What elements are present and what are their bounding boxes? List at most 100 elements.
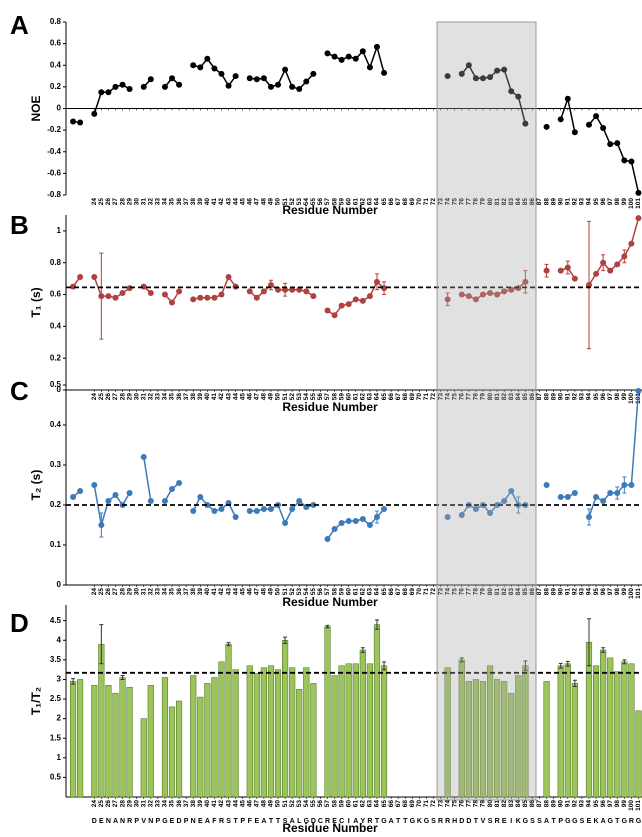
sequence-letter: P <box>134 818 139 825</box>
x-tick-label: 101 <box>635 588 642 599</box>
x-tick-label: 54 <box>303 800 310 808</box>
bar <box>366 663 373 798</box>
sequence-letter: E <box>170 818 175 825</box>
x-tick-label: 74 <box>444 393 451 401</box>
y-tick-label: 3.5 <box>50 655 62 664</box>
x-tick-label: 62 <box>360 393 367 401</box>
x-tick-label: 28 <box>119 198 126 206</box>
x-tick-label: 38 <box>190 588 197 596</box>
y-tick-label: 0 <box>57 104 62 113</box>
x-tick-label: 60 <box>345 800 352 808</box>
x-tick-label: 35 <box>169 800 176 808</box>
x-tick-label: 83 <box>508 198 515 206</box>
y-tick-label: 0.1 <box>50 540 62 549</box>
x-tick-label: 33 <box>155 393 162 401</box>
data-point <box>543 267 550 274</box>
x-tick-label: 90 <box>557 588 564 596</box>
x-tick-label: 34 <box>162 800 169 808</box>
x-tick-label: 63 <box>367 198 374 206</box>
data-point <box>635 388 642 394</box>
data-point <box>161 498 168 504</box>
sequence-letter: T <box>552 818 557 825</box>
x-axis-label: Residue Number <box>282 203 378 217</box>
x-tick-label: 66 <box>388 393 395 401</box>
bar <box>260 667 267 798</box>
data-point <box>204 294 211 301</box>
data-point <box>585 121 592 128</box>
data-point <box>275 81 282 88</box>
data-point <box>557 116 564 123</box>
x-tick-label: 85 <box>522 588 529 596</box>
x-tick-label: 33 <box>155 800 162 808</box>
data-point <box>169 75 176 82</box>
y-tick-label: 0.3 <box>50 460 62 469</box>
data-point <box>564 264 571 271</box>
data-point <box>289 83 296 90</box>
x-tick-label: 94 <box>586 393 593 401</box>
x-tick-label: 40 <box>204 588 211 596</box>
x-tick-label: 24 <box>91 393 98 401</box>
error-bar <box>283 636 288 644</box>
data-point <box>232 73 239 80</box>
bar <box>486 665 494 798</box>
x-tick-label: 69 <box>409 198 416 206</box>
x-axis-label: Residue Number <box>282 595 378 609</box>
x-tick-label: 69 <box>409 800 416 808</box>
x-tick-label: 67 <box>395 588 402 596</box>
data-point <box>366 64 373 71</box>
bar <box>274 669 282 798</box>
x-tick-label: 26 <box>105 393 112 401</box>
bar <box>161 677 169 798</box>
error-bar <box>99 624 104 665</box>
x-tick-label: 90 <box>557 393 564 401</box>
x-tick-label: 55 <box>310 800 317 808</box>
x-tick-label: 65 <box>381 800 388 808</box>
data-point <box>479 291 486 298</box>
x-tick-label: 89 <box>550 393 557 401</box>
x-tick-label: 45 <box>239 393 246 401</box>
x-tick-label: 37 <box>183 198 190 206</box>
x-tick-label: 35 <box>169 393 176 401</box>
data-point <box>479 75 486 82</box>
x-tick-label: 65 <box>381 393 388 401</box>
data-point <box>246 288 253 295</box>
x-tick-label: 53 <box>296 393 303 401</box>
data-point <box>621 157 628 164</box>
sequence-letter: S <box>537 818 542 825</box>
x-tick-label: 26 <box>105 588 112 596</box>
x-tick-label: 55 <box>310 393 317 401</box>
data-point <box>260 75 267 82</box>
bar <box>168 706 176 798</box>
sequence-letter: G <box>410 818 416 825</box>
x-tick-label: 97 <box>607 198 614 206</box>
data-point <box>600 498 607 504</box>
y-axis-label: NOE <box>29 95 43 121</box>
x-tick-label: 77 <box>466 393 473 401</box>
sequence-letter: A <box>113 818 118 825</box>
x-tick-label: 57 <box>324 393 331 401</box>
error-bar <box>71 678 76 685</box>
y-tick-label: 0.2 <box>50 353 62 362</box>
panel-label: A <box>10 10 29 40</box>
data-point <box>105 89 112 96</box>
sequence-letter: G <box>636 818 642 825</box>
data-point <box>147 289 154 296</box>
y-tick-label: 0.6 <box>50 39 62 48</box>
data-point <box>296 86 303 93</box>
x-tick-label: 66 <box>388 588 395 596</box>
bar <box>267 665 275 798</box>
sequence-letter: T <box>269 818 274 825</box>
sequence-letter: A <box>601 818 606 825</box>
data-point <box>338 302 345 309</box>
x-tick-label: 100 <box>628 800 635 811</box>
x-tick-label: 39 <box>197 588 204 596</box>
bar <box>69 681 77 798</box>
data-point <box>147 76 154 83</box>
x-tick-label: 71 <box>423 198 430 206</box>
bar <box>246 665 253 798</box>
data-point <box>98 522 105 528</box>
sequence-letter: G <box>523 818 529 825</box>
sequence-letter: N <box>106 818 111 825</box>
bar <box>197 696 204 798</box>
x-tick-label: 89 <box>550 800 557 808</box>
